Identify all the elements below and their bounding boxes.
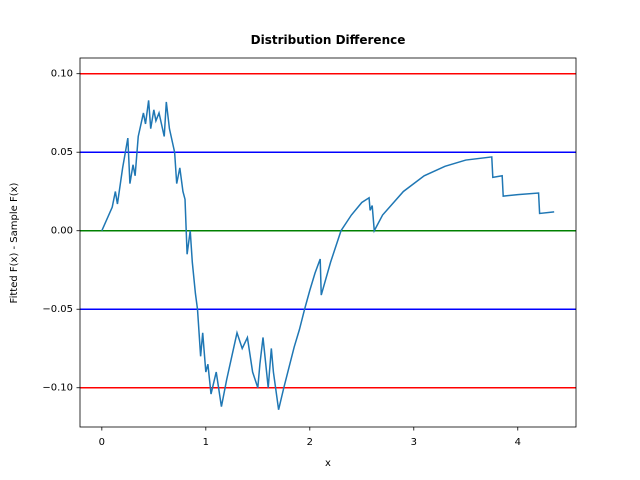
y-tick-label: 0.00 (51, 226, 73, 237)
x-tick-label: 4 (515, 437, 521, 448)
plot-frame (79, 57, 577, 428)
y-tick-label: 0.10 (51, 69, 73, 80)
y-tick-label: −0.10 (42, 383, 73, 394)
y-tick-label: −0.05 (42, 304, 73, 315)
y-axis-label: Fitted F(x) - Sample F(x) (9, 182, 20, 303)
x-tick-label: 1 (203, 437, 209, 448)
y-tick-label: 0.05 (51, 147, 73, 158)
x-tick-label: 0 (99, 437, 105, 448)
chart-title: Distribution Difference (251, 33, 406, 47)
x-tick-label: 2 (307, 437, 313, 448)
x-tick-label: 3 (411, 437, 417, 448)
data-line (101, 100, 555, 410)
x-axis-label: x (325, 458, 331, 469)
